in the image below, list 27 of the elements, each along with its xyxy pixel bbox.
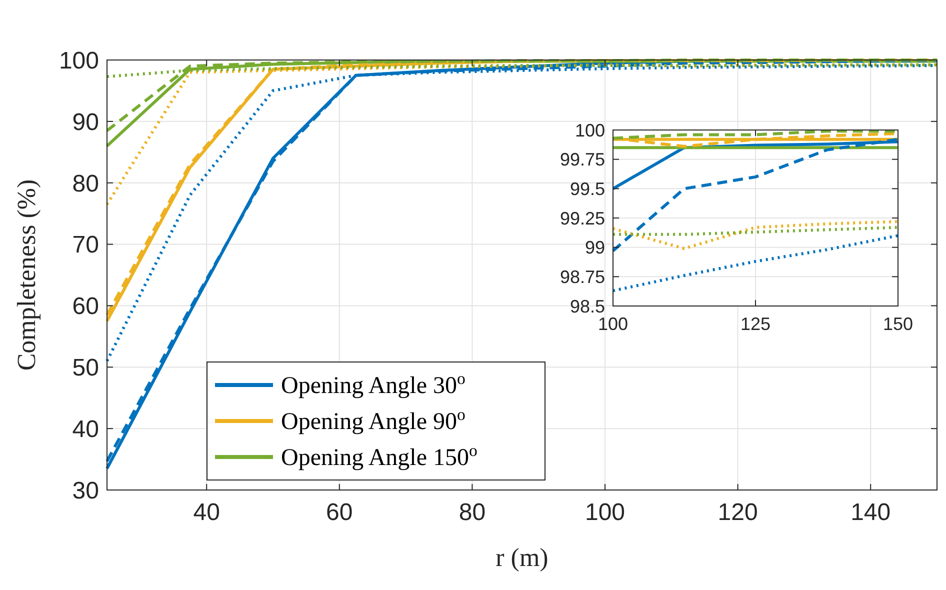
x-axis-title: r (m) bbox=[496, 543, 548, 572]
y-tick-label: 90 bbox=[72, 108, 99, 136]
y-tick-label: 50 bbox=[72, 354, 99, 382]
y-tick-label: 98.75 bbox=[560, 266, 605, 287]
y-axis-title: Completeness (%) bbox=[12, 179, 41, 371]
x-tick-label: 100 bbox=[598, 314, 628, 334]
x-tick-label: 80 bbox=[458, 499, 486, 526]
y-tick-label: 99.25 bbox=[560, 208, 605, 228]
legend-label: Opening Angle 150$^{o}$ bbox=[281, 440, 478, 471]
y-tick-label: 99.5 bbox=[570, 178, 605, 199]
legend-label: Opening Angle 30$^{o}$ bbox=[281, 368, 466, 399]
y-tick-label: 70 bbox=[72, 232, 99, 259]
x-tick-label: 120 bbox=[718, 499, 758, 526]
y-tick-label: 99 bbox=[584, 238, 605, 258]
y-tick-label: 100 bbox=[58, 47, 99, 74]
x-tick-label: 140 bbox=[850, 499, 891, 526]
x-tick-label: 125 bbox=[740, 314, 771, 334]
y-tick-label: 80 bbox=[72, 170, 99, 198]
x-tick-label: 60 bbox=[326, 499, 353, 526]
x-tick-label: 150 bbox=[882, 314, 914, 334]
y-tick-label: 40 bbox=[72, 416, 99, 443]
y-tick-label: 30 bbox=[72, 477, 99, 504]
y-tick-label: 99.75 bbox=[560, 150, 605, 170]
legend-label: Opening Angle 90$^{o}$ bbox=[281, 404, 466, 435]
y-tick-label: 98.5 bbox=[570, 296, 605, 316]
x-tick-label: 40 bbox=[193, 499, 220, 526]
y-tick-label: 100 bbox=[574, 120, 605, 140]
